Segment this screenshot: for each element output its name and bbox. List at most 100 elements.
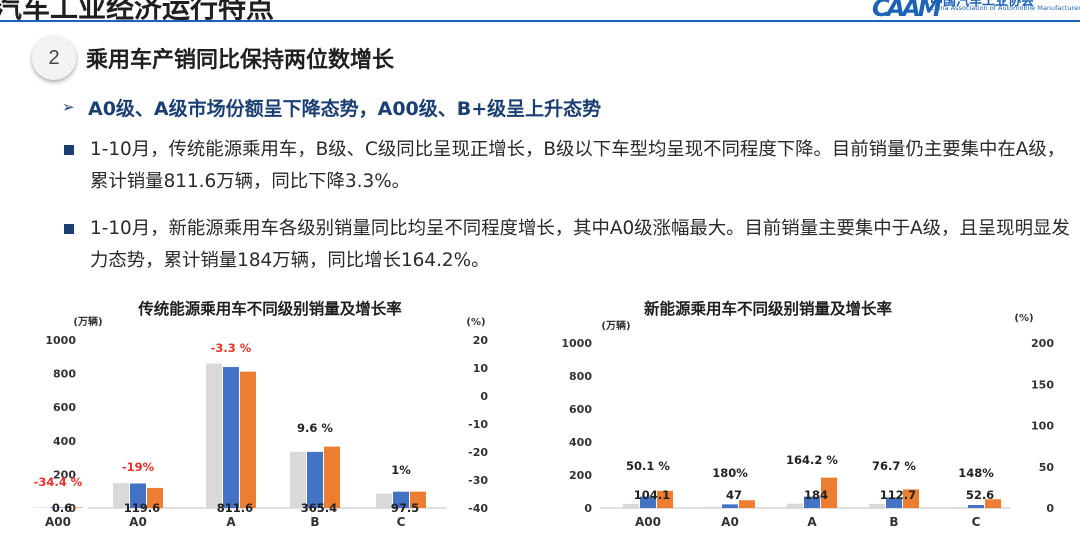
logo-mark: CAAM bbox=[872, 0, 942, 22]
paragraph-traditional: 1-10月，传统能源乘用车，B级、C级同比呈现正增长，B级以下车型均呈现不同程度… bbox=[90, 139, 1066, 192]
bar-series-2 bbox=[804, 496, 820, 508]
bar-value-label: 811.6 bbox=[217, 501, 253, 515]
bar-series-2 bbox=[223, 367, 239, 508]
x-tick-label: A00 bbox=[635, 515, 661, 529]
y-tick-label: 400 bbox=[569, 436, 592, 449]
bar-series-3 bbox=[739, 500, 755, 508]
x-tick-label: A00 bbox=[45, 515, 71, 529]
growth-rate-label: 76.7 % bbox=[872, 459, 916, 473]
bar-value-label: 0.6 bbox=[52, 501, 72, 515]
square-bullet-icon bbox=[64, 224, 74, 234]
y2-tick-label: -30 bbox=[468, 474, 488, 487]
bar-value-label: 184 bbox=[804, 488, 828, 502]
x-tick-label: A bbox=[807, 515, 817, 529]
growth-rate-label: -3.3 % bbox=[211, 341, 252, 355]
chart-nev-svg: 新能源乘用车不同级别销量及增长率 (万辆) (%) 0 200 400 600 800 1000… bbox=[561, 299, 1055, 529]
caam-logo: CAAM 中国汽车工业协会 China Association of Autom… bbox=[872, 0, 1080, 22]
bar-series-2 bbox=[886, 497, 902, 508]
y-tick-label: 800 bbox=[569, 370, 592, 383]
y-tick-label: 800 bbox=[53, 368, 76, 381]
y2-tick-label: 20 bbox=[473, 334, 489, 347]
y2-tick-label: 100 bbox=[1031, 420, 1054, 433]
growth-rate-label: -34.4 % bbox=[34, 475, 83, 489]
subheading: A0级、A级市场份额呈下降态势，A00级、B+级呈上升态势 bbox=[88, 98, 602, 120]
bar-series-1 bbox=[33, 507, 49, 508]
bar-series-2 bbox=[393, 491, 409, 508]
bar-series-3 bbox=[903, 489, 919, 508]
y2-axis-label: (%) bbox=[1014, 313, 1033, 324]
chart-traditional: 传统能源乘用车不同级别销量及增长率 (万辆) (%) 0 200 400 600 800 100… bbox=[30, 292, 500, 548]
bar-series-1 bbox=[206, 363, 222, 508]
chart-nev: 新能源乘用车不同级别销量及增长率 (万辆) (%) 0 200 400 600 800 1000… bbox=[548, 292, 1068, 548]
growth-rate-label: 180% bbox=[712, 466, 748, 480]
bar-series-1 bbox=[113, 483, 129, 508]
growth-rate-label: 148% bbox=[958, 466, 994, 480]
bar-series-3 bbox=[240, 371, 256, 508]
y2-tick-label: -20 bbox=[468, 446, 488, 459]
bar-value-label: 365.4 bbox=[301, 501, 337, 515]
bar-series-2 bbox=[130, 483, 146, 508]
y-tick-label: 1000 bbox=[561, 337, 592, 350]
y2-tick-label: -40 bbox=[468, 502, 488, 515]
y-tick-label: 600 bbox=[569, 403, 592, 416]
section-number: 2 bbox=[48, 47, 60, 69]
square-bullet-icon bbox=[64, 145, 74, 155]
y-tick-label: 400 bbox=[53, 435, 76, 448]
growth-rate-label: 164.2 % bbox=[786, 453, 838, 467]
section-number-badge: 2 bbox=[32, 36, 76, 80]
x-tick-label: A0 bbox=[129, 515, 147, 529]
bar-series-1 bbox=[623, 503, 639, 508]
growth-rate-label: 1% bbox=[391, 463, 411, 477]
x-tick-label: A bbox=[226, 515, 236, 529]
growth-rate-label: -19% bbox=[122, 460, 155, 474]
bar-series-2 bbox=[722, 504, 738, 508]
y2-tick-label: 50 bbox=[1039, 461, 1055, 474]
bar-series-2 bbox=[640, 496, 656, 508]
bar-series-3 bbox=[324, 446, 340, 508]
y-axis-label: (万辆) bbox=[601, 319, 630, 332]
top-divider bbox=[0, 20, 1080, 22]
y2-tick-label: -10 bbox=[468, 418, 488, 431]
bar-series-3 bbox=[985, 499, 1001, 508]
arrow-right-icon: ➢ bbox=[62, 98, 75, 116]
bar-series-2 bbox=[50, 507, 66, 508]
growth-rate-label: 9.6 % bbox=[297, 421, 333, 435]
page-title: 汽车工业经济运行特点 bbox=[0, 0, 275, 24]
bar-series-3 bbox=[410, 491, 426, 508]
y2-tick-label: 0 bbox=[480, 390, 488, 403]
bar-series-1 bbox=[376, 493, 392, 508]
bar-value-label: 47 bbox=[726, 488, 742, 502]
paragraph-nev: 1-10月，新能源乘用车各级别销量同比均呈不同程度增长，其中A0级涨幅最大。目前… bbox=[90, 218, 1070, 271]
y-tick-label: 1000 bbox=[45, 334, 76, 347]
bar-series-3 bbox=[657, 490, 673, 508]
x-tick-label: A0 bbox=[721, 515, 739, 529]
y2-tick-label: 10 bbox=[473, 362, 489, 375]
x-tick-label: B bbox=[310, 515, 319, 529]
y-tick-label: 0 bbox=[584, 502, 592, 515]
x-tick-label: B bbox=[889, 515, 898, 529]
bar-series-3 bbox=[67, 507, 83, 508]
y-tick-label: 200 bbox=[569, 469, 592, 482]
chart-title: 新能源乘用车不同级别销量及增长率 bbox=[644, 299, 893, 318]
y-tick-label: 0 bbox=[68, 502, 76, 515]
bar-series-2 bbox=[968, 505, 984, 508]
logo-english-name: China Association of Automobile Manufact… bbox=[930, 4, 1080, 12]
bar-value-label: 104.1 bbox=[634, 488, 670, 502]
growth-rate-label: 50.1 % bbox=[626, 459, 670, 473]
chart-title: 传统能源乘用车不同级别销量及增长率 bbox=[137, 299, 402, 318]
bar-value-label: 97.5 bbox=[391, 501, 419, 515]
x-tick-label: C bbox=[972, 515, 981, 529]
bar-series-2 bbox=[307, 451, 323, 508]
bar-series-3 bbox=[147, 487, 163, 508]
y2-tick-label: 200 bbox=[1031, 337, 1054, 350]
y-tick-label: 600 bbox=[53, 401, 76, 414]
y-tick-label: 200 bbox=[53, 468, 76, 481]
y2-axis-label: (%) bbox=[466, 317, 485, 328]
bar-series-1 bbox=[951, 507, 967, 508]
y-axis-label: (万辆) bbox=[73, 315, 102, 328]
bar-series-1 bbox=[290, 451, 306, 508]
bar-series-1 bbox=[705, 506, 721, 508]
bar-value-label: 119.6 bbox=[124, 501, 160, 515]
y2-tick-label: 150 bbox=[1031, 378, 1054, 391]
bar-value-label: 112.7 bbox=[880, 488, 916, 502]
